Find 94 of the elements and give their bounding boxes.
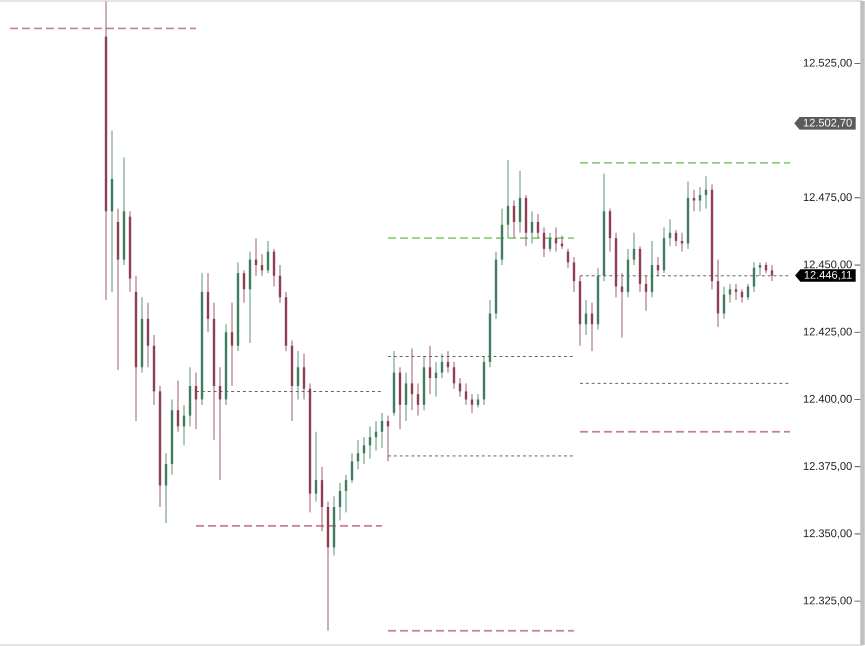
y-tick-label: 12.450,00 [804, 260, 852, 270]
candlestick [560, 235, 564, 249]
candlestick [188, 367, 192, 426]
candlestick [356, 440, 360, 470]
candlestick [620, 273, 624, 338]
candlestick [362, 437, 366, 464]
candlestick [764, 262, 768, 274]
candlestick [290, 340, 294, 421]
candlestick [650, 240, 654, 298]
candlestick [110, 130, 114, 292]
candlestick [572, 256, 576, 292]
candlestick [740, 289, 744, 303]
y-tick-label: 12.375,00 [804, 462, 852, 472]
candlestick [428, 346, 432, 394]
candlestick [404, 372, 408, 421]
candlestick [464, 383, 468, 405]
y-tick-label: 12.502,70 [804, 118, 852, 128]
candlestick [590, 302, 594, 352]
candlestick [248, 252, 252, 344]
candlestick [452, 362, 456, 389]
y-tick-label: 12.475,00 [804, 193, 852, 202]
candlestick [518, 170, 522, 233]
candlestick [512, 200, 516, 238]
candlestick [122, 157, 126, 266]
candlestick [410, 348, 414, 410]
candlestick [434, 362, 438, 397]
candlestick [584, 300, 588, 335]
candlestick [194, 372, 198, 430]
y-tick-label: 12.425,00 [804, 328, 852, 337]
candlestick [182, 404, 186, 446]
candlestick [770, 265, 774, 282]
candlestick [116, 208, 120, 370]
candlestick [254, 238, 258, 276]
candlestick [146, 302, 150, 368]
candlestick [548, 232, 552, 252]
candlestick [500, 208, 504, 266]
candlestick [656, 256, 660, 276]
candlestick [542, 227, 546, 257]
candlestick [440, 354, 444, 378]
candlestick [758, 262, 762, 276]
candlestick [728, 284, 732, 303]
candlestick [320, 466, 324, 532]
candlestick [212, 302, 216, 440]
candlestick [164, 453, 168, 524]
candlestick [176, 380, 180, 432]
candlestick [644, 276, 648, 311]
candlestick [602, 174, 606, 282]
candlestick [302, 354, 306, 400]
candlestick [374, 421, 378, 451]
candlestick [392, 351, 396, 416]
candlestick [470, 394, 474, 413]
candlestick [278, 265, 282, 303]
candlestick [242, 270, 246, 303]
candlestick [386, 416, 390, 462]
candlestick [476, 394, 480, 408]
candlestick [314, 432, 318, 502]
candlestick [704, 176, 708, 209]
candlestick [380, 412, 384, 448]
candlestick [416, 383, 420, 416]
candlestick [530, 211, 534, 244]
y-tick-label: 12.446,11 [804, 270, 852, 280]
candlestick [326, 502, 330, 631]
candlestick [506, 160, 510, 238]
y-tick-label: 12.525,00 [804, 58, 852, 68]
candlestick [218, 367, 222, 480]
candlestick [716, 260, 720, 327]
candlestick [398, 367, 402, 430]
candlestick [446, 351, 450, 373]
candlestick [698, 187, 702, 212]
candlestick [722, 286, 726, 319]
candlestick [296, 351, 300, 400]
candlestick [206, 273, 210, 332]
y-tick-label: 12.325,00 [804, 596, 852, 606]
candlestick [134, 276, 138, 421]
candlestick [734, 284, 738, 300]
candlestick [692, 190, 696, 212]
candlestick [458, 378, 462, 397]
candlestick [554, 227, 558, 252]
y-tick-label: 12.400,00 [804, 394, 852, 404]
candlestick [260, 254, 264, 276]
candlestick [272, 248, 276, 287]
candlestick [632, 232, 636, 266]
candlestick [368, 426, 372, 459]
y-tick-label: 12.350,00 [804, 529, 852, 539]
candlestick [338, 482, 342, 520]
candlestick [230, 302, 234, 386]
candlestick [674, 230, 678, 246]
candlestick [566, 248, 570, 268]
candlestick [344, 474, 348, 512]
candlestick [668, 219, 672, 246]
candlestick [104, 2, 108, 300]
candlestick [536, 214, 540, 238]
candlestick [680, 232, 684, 252]
candlestick [266, 240, 270, 274]
